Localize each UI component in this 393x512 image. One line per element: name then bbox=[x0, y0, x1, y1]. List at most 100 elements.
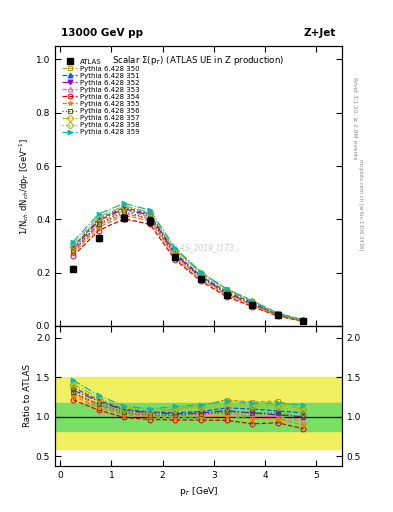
Pythia 6.428 351 bbox=[122, 204, 127, 210]
Pythia 6.428 352 bbox=[122, 206, 127, 212]
Pythia 6.428 352 bbox=[250, 301, 255, 307]
Pythia 6.428 351 bbox=[173, 250, 178, 257]
Pythia 6.428 350 bbox=[301, 317, 306, 323]
Text: Rivet 3.1.10, ≥ 2.8M events: Rivet 3.1.10, ≥ 2.8M events bbox=[352, 76, 357, 159]
X-axis label: p$_T$ [GeV]: p$_T$ [GeV] bbox=[179, 485, 218, 498]
Pythia 6.428 354 bbox=[147, 221, 152, 227]
Pythia 6.428 357 bbox=[250, 298, 255, 305]
Line: Pythia 6.428 352: Pythia 6.428 352 bbox=[70, 206, 306, 323]
Pythia 6.428 356 bbox=[96, 221, 101, 227]
Pythia 6.428 352 bbox=[173, 251, 178, 258]
Pythia 6.428 356 bbox=[71, 248, 75, 254]
Pythia 6.428 355 bbox=[199, 276, 204, 283]
Pythia 6.428 354 bbox=[96, 227, 101, 233]
Pythia 6.428 352 bbox=[199, 274, 204, 280]
Pythia 6.428 350 bbox=[96, 220, 101, 226]
Pythia 6.428 353 bbox=[173, 253, 178, 259]
Text: Z+Jet: Z+Jet bbox=[304, 28, 336, 38]
Y-axis label: 1/N$_{ch}$ dN$_{ch}$/dp$_T$ [GeV$^{-1}$]: 1/N$_{ch}$ dN$_{ch}$/dp$_T$ [GeV$^{-1}$] bbox=[17, 137, 31, 234]
Text: Scalar $\Sigma$(p$_T$) (ATLAS UE in Z production): Scalar $\Sigma$(p$_T$) (ATLAS UE in Z pr… bbox=[112, 54, 285, 68]
Pythia 6.428 356 bbox=[147, 215, 152, 221]
Pythia 6.428 352 bbox=[301, 317, 306, 324]
Pythia 6.428 357 bbox=[275, 311, 280, 317]
Pythia 6.428 353 bbox=[275, 312, 280, 318]
Pythia 6.428 359 bbox=[224, 286, 229, 292]
Pythia 6.428 357 bbox=[301, 317, 306, 323]
Pythia 6.428 358 bbox=[250, 299, 255, 305]
Pythia 6.428 356 bbox=[250, 301, 255, 307]
Pythia 6.428 358 bbox=[275, 311, 280, 317]
Line: Pythia 6.428 351: Pythia 6.428 351 bbox=[70, 205, 306, 323]
Pythia 6.428 359 bbox=[122, 200, 127, 206]
Text: 13000 GeV pp: 13000 GeV pp bbox=[61, 28, 143, 38]
Pythia 6.428 357 bbox=[199, 270, 204, 276]
Legend: ATLAS, Pythia 6.428 350, Pythia 6.428 351, Pythia 6.428 352, Pythia 6.428 353, P: ATLAS, Pythia 6.428 350, Pythia 6.428 35… bbox=[61, 58, 140, 136]
Pythia 6.428 355 bbox=[122, 212, 127, 219]
Pythia 6.428 354 bbox=[224, 293, 229, 300]
Pythia 6.428 356 bbox=[301, 317, 306, 324]
Pythia 6.428 354 bbox=[275, 313, 280, 319]
Pythia 6.428 352 bbox=[275, 312, 280, 318]
Pythia 6.428 353 bbox=[71, 249, 75, 255]
Pythia 6.428 350 bbox=[147, 214, 152, 220]
Line: Pythia 6.428 358: Pythia 6.428 358 bbox=[70, 204, 306, 323]
Pythia 6.428 351 bbox=[199, 273, 204, 279]
Pythia 6.428 357 bbox=[71, 242, 75, 248]
Pythia 6.428 351 bbox=[147, 211, 152, 217]
Pythia 6.428 355 bbox=[250, 302, 255, 308]
Pythia 6.428 355 bbox=[147, 218, 152, 224]
Pythia 6.428 356 bbox=[275, 312, 280, 318]
Pythia 6.428 355 bbox=[96, 224, 101, 230]
Pythia 6.428 350 bbox=[122, 207, 127, 213]
Line: Pythia 6.428 353: Pythia 6.428 353 bbox=[70, 211, 306, 324]
Pythia 6.428 353 bbox=[250, 301, 255, 307]
Pythia 6.428 352 bbox=[147, 212, 152, 219]
Pythia 6.428 359 bbox=[71, 239, 75, 245]
Text: mcplots.cern.ch [arXiv:1306.3436]: mcplots.cern.ch [arXiv:1306.3436] bbox=[358, 159, 363, 250]
Pythia 6.428 359 bbox=[250, 298, 255, 304]
Pythia 6.428 353 bbox=[301, 318, 306, 324]
Pythia 6.428 356 bbox=[224, 290, 229, 296]
Pythia 6.428 354 bbox=[250, 304, 255, 310]
Line: Pythia 6.428 357: Pythia 6.428 357 bbox=[70, 204, 306, 323]
Pythia 6.428 351 bbox=[224, 289, 229, 295]
Pythia 6.428 356 bbox=[173, 252, 178, 259]
Pythia 6.428 351 bbox=[275, 311, 280, 317]
Pythia 6.428 355 bbox=[173, 255, 178, 261]
Pythia 6.428 353 bbox=[96, 222, 101, 228]
Pythia 6.428 350 bbox=[199, 270, 204, 276]
Pythia 6.428 357 bbox=[122, 203, 127, 209]
Pythia 6.428 353 bbox=[122, 210, 127, 217]
Pythia 6.428 350 bbox=[224, 286, 229, 292]
Pythia 6.428 351 bbox=[96, 216, 101, 222]
Pythia 6.428 350 bbox=[275, 310, 280, 316]
Pythia 6.428 355 bbox=[301, 318, 306, 324]
Pythia 6.428 354 bbox=[199, 278, 204, 284]
Pythia 6.428 353 bbox=[224, 291, 229, 297]
Pythia 6.428 352 bbox=[96, 218, 101, 224]
Pythia 6.428 354 bbox=[301, 318, 306, 325]
Text: ATLAS_2019_I173...: ATLAS_2019_I173... bbox=[167, 243, 242, 252]
Pythia 6.428 350 bbox=[250, 297, 255, 304]
Pythia 6.428 358 bbox=[147, 210, 152, 216]
Pythia 6.428 359 bbox=[301, 317, 306, 323]
Bar bbox=[55, 377, 342, 449]
Pythia 6.428 352 bbox=[224, 290, 229, 296]
Pythia 6.428 358 bbox=[71, 244, 75, 250]
Pythia 6.428 357 bbox=[96, 214, 101, 220]
Pythia 6.428 354 bbox=[71, 253, 75, 259]
Pythia 6.428 351 bbox=[71, 244, 75, 250]
Pythia 6.428 358 bbox=[224, 288, 229, 294]
Pythia 6.428 354 bbox=[122, 216, 127, 222]
Pythia 6.428 350 bbox=[173, 247, 178, 253]
Pythia 6.428 359 bbox=[275, 310, 280, 316]
Bar bbox=[55, 402, 342, 431]
Pythia 6.428 355 bbox=[71, 250, 75, 257]
Pythia 6.428 350 bbox=[71, 248, 75, 254]
Pythia 6.428 356 bbox=[122, 209, 127, 215]
Y-axis label: Ratio to ATLAS: Ratio to ATLAS bbox=[23, 365, 31, 428]
Pythia 6.428 356 bbox=[199, 274, 204, 281]
Pythia 6.428 357 bbox=[173, 247, 178, 253]
Pythia 6.428 357 bbox=[224, 287, 229, 293]
Pythia 6.428 352 bbox=[71, 246, 75, 252]
